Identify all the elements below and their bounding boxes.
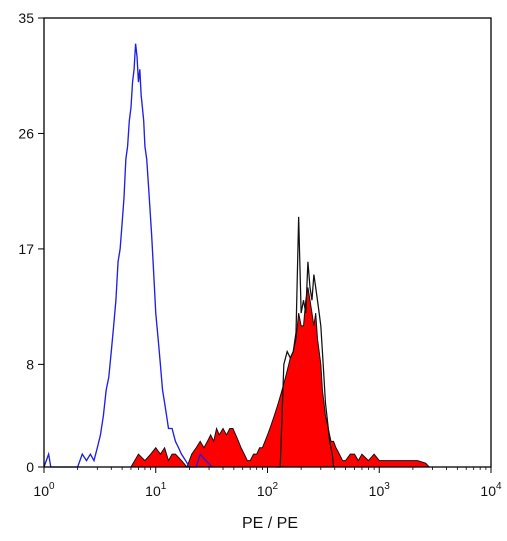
x-tick-label-1: 101: [145, 481, 167, 499]
y-tick-label-1: 8: [26, 356, 34, 372]
y-tick-label-4: 35: [18, 10, 34, 26]
x-axis-label: PE / PE: [242, 515, 298, 532]
x-tick-label-4: 104: [480, 481, 502, 499]
y-tick-label-0: 0: [26, 459, 34, 475]
x-tick-label-0: 100: [33, 481, 55, 499]
plot-layer: [43, 18, 491, 468]
black-spike-outline: [276, 216, 335, 468]
y-tick-label-3: 26: [18, 125, 34, 141]
x-tick-label-3: 103: [369, 481, 391, 499]
x-tick-label-2: 102: [257, 481, 279, 499]
tick-layer: 0 8 17 26 35 100 101 102 103 104: [18, 10, 502, 499]
plot-area: [44, 18, 491, 467]
y-tick-label-2: 17: [18, 241, 34, 257]
label-layer: PE / PE: [242, 515, 298, 532]
blue-histogram-outline: [43, 43, 213, 468]
